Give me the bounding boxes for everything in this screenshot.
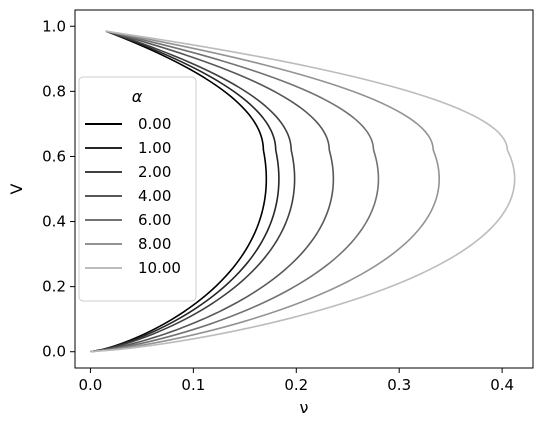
y-tick-label: 0.6 — [42, 147, 66, 165]
plot-frame — [74, 9, 534, 369]
series-line-1.00 — [90, 30, 280, 353]
x-tick-label: 0.3 — [387, 376, 411, 394]
legend-items: 0.00 1.00 2.00 4.00 6.00 8.00 10.00 — [85, 115, 181, 277]
y-axis: 0.0 0.2 0.4 0.6 0.8 1.0 — [42, 17, 75, 361]
y-tick-label: 0.2 — [42, 278, 66, 296]
y-tick-label: 1.0 — [42, 17, 66, 35]
legend-label: 4.00 — [138, 187, 171, 205]
series-group — [90, 30, 516, 353]
legend-label: 2.00 — [138, 163, 171, 181]
x-tick-label: 0.4 — [490, 376, 514, 394]
series-line-8.00 — [90, 30, 441, 353]
series-line-4.00 — [90, 30, 335, 353]
legend-label: 0.00 — [138, 115, 171, 133]
legend-label: 10.00 — [138, 259, 181, 277]
legend-title: α — [132, 87, 143, 106]
series-line-10.00 — [90, 30, 516, 353]
y-tick-label: 0.8 — [42, 82, 66, 100]
legend-label: 8.00 — [138, 235, 171, 253]
y-tick-label: 0.4 — [42, 213, 66, 231]
series-line-6.00 — [90, 30, 380, 353]
series-line-0.00 — [90, 30, 268, 353]
x-tick-label: 0.1 — [181, 376, 205, 394]
x-tick-label: 0.0 — [79, 376, 103, 394]
series-line-2.00 — [90, 30, 296, 353]
legend-label: 1.00 — [138, 139, 171, 157]
legend-label: 6.00 — [138, 211, 171, 229]
x-axis: 0.0 0.1 0.2 0.3 0.4 — [79, 368, 514, 394]
x-axis-label: ν — [300, 398, 309, 417]
x-tick-label: 0.2 — [284, 376, 308, 394]
y-tick-label: 0.0 — [42, 343, 66, 361]
y-axis-label: V — [7, 183, 26, 194]
legend: α 0.00 1.00 2.00 4.00 6.00 8.00 10.00 — [78, 76, 197, 302]
